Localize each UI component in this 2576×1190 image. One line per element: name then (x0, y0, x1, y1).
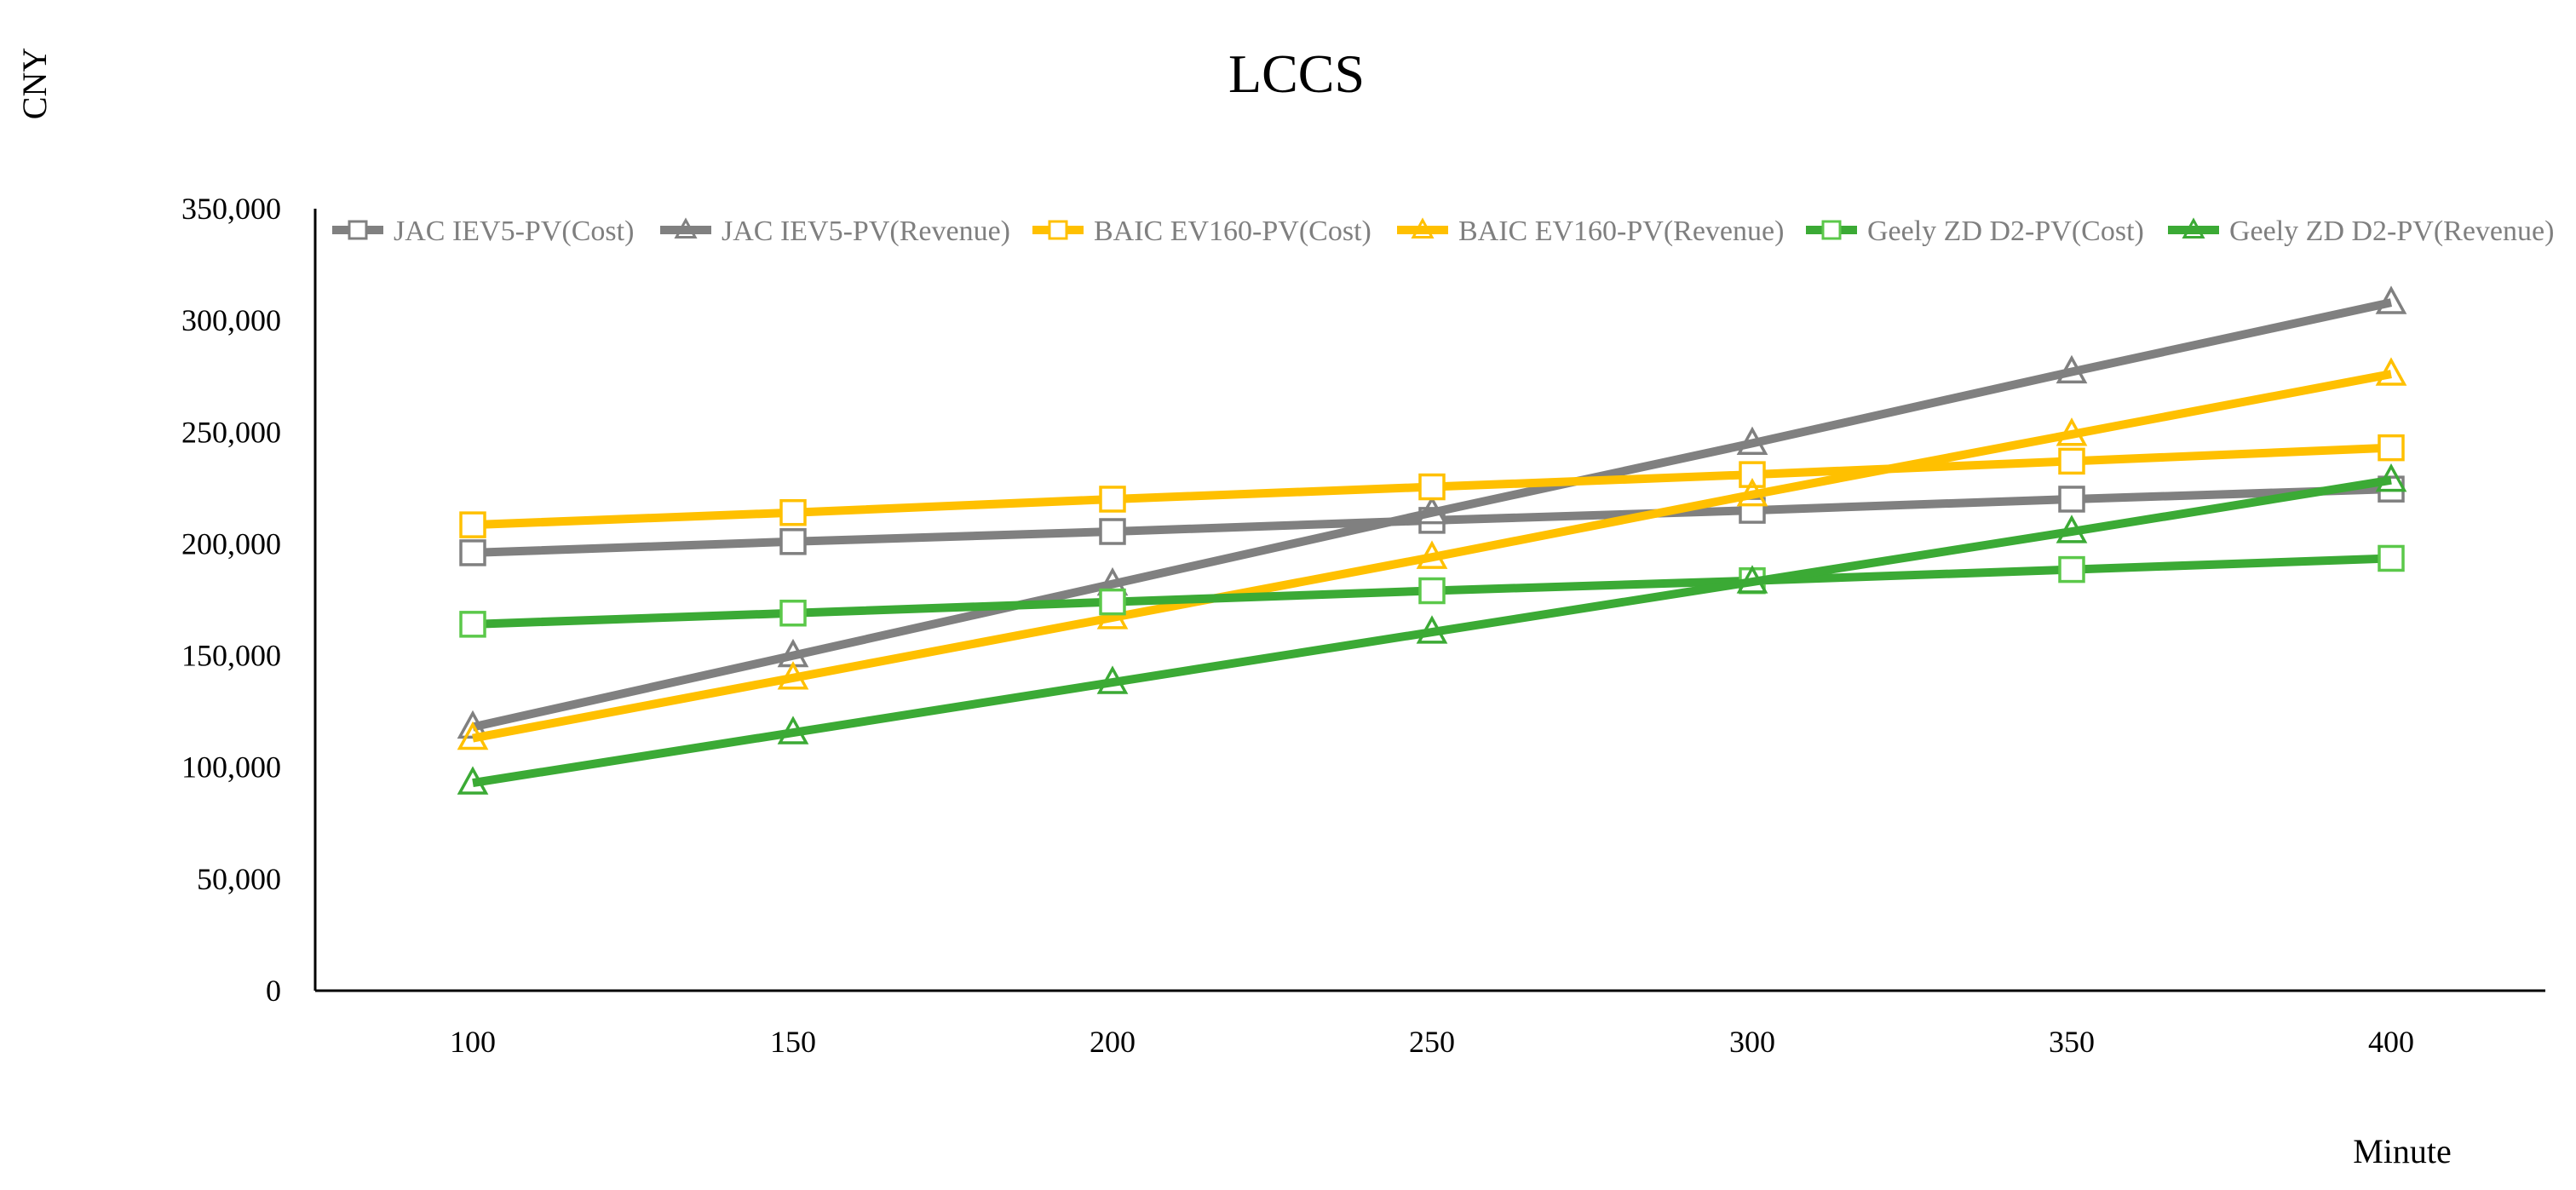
legend: JAC IEV5-PV(Cost) JAC IEV5-PV(Revenue) BAI… (332, 216, 2554, 247)
y-tick-label: 150,000 (181, 639, 281, 673)
y-tick-label: 50,000 (197, 862, 281, 896)
series-2 (457, 285, 2407, 739)
x-tick-label: 400 (2368, 1025, 2414, 1059)
y-tick-label: 300,000 (181, 303, 281, 337)
series-4 (457, 357, 2407, 750)
data-point (2058, 486, 2085, 513)
series-6 (457, 463, 2407, 795)
x-tick-label: 200 (1090, 1025, 1136, 1059)
data-point (2056, 515, 2088, 543)
data-point (1736, 426, 1768, 456)
data-point (1418, 577, 1446, 605)
series-layer (457, 285, 2407, 795)
x-tick-label: 100 (450, 1025, 496, 1059)
data-point (2056, 417, 2088, 446)
x-tick-label: 250 (1409, 1025, 1455, 1059)
y-tick-label: 100,000 (181, 750, 281, 785)
data-point (777, 661, 809, 690)
data-point (457, 721, 489, 750)
data-point (457, 766, 489, 795)
data-point (1099, 588, 1126, 616)
y-tick-label: 250,000 (181, 415, 281, 449)
data-point (2378, 434, 2405, 462)
y-tick-label: 350,000 (181, 192, 281, 226)
series-1 (459, 475, 2405, 566)
data-point (779, 498, 807, 526)
legend-label: BAIC EV160-PV(Cost) (1094, 216, 1371, 247)
y-axis-label: CNY (15, 48, 54, 119)
x-tick-label: 150 (770, 1025, 816, 1059)
legend-marker (1048, 220, 1068, 240)
legend-marker (2182, 217, 2205, 239)
data-point (2058, 447, 2085, 475)
data-point (1418, 473, 1446, 501)
data-point (777, 716, 809, 744)
data-point (1739, 497, 1766, 524)
legend-item: BAIC EV160-PV(Revenue) (1397, 216, 1784, 247)
data-point (459, 511, 486, 538)
legend-marker (1821, 220, 1842, 240)
series-line (471, 298, 2393, 732)
data-point (1096, 665, 1129, 694)
y-tick-label: 0 (266, 974, 281, 1008)
data-point (459, 611, 486, 638)
x-tick-label: 350 (2049, 1025, 2095, 1059)
series-line (472, 370, 2392, 743)
series-3 (459, 434, 2405, 538)
legend-label: Geely ZD D2-PV(Cost) (1867, 216, 2144, 247)
legend-marker (674, 217, 698, 239)
data-point (2058, 555, 2085, 584)
data-point (1739, 461, 1766, 488)
legend-label: BAIC EV160-PV(Revenue) (1458, 216, 1784, 247)
series-5 (459, 544, 2405, 638)
legend-label: JAC IEV5-PV(Revenue) (722, 216, 1010, 247)
data-point (1736, 477, 1768, 507)
chart-title: LCCS (1228, 43, 1365, 104)
data-point (1099, 486, 1126, 513)
legend-item: BAIC EV160-PV(Cost) (1032, 216, 1371, 247)
x-tick-label: 300 (1729, 1025, 1775, 1059)
data-point (1736, 565, 1768, 594)
data-point (459, 539, 486, 566)
series-line (472, 475, 2392, 788)
data-point (1416, 615, 1448, 644)
legend-label: JAC IEV5-PV(Cost) (394, 216, 634, 247)
data-point (1099, 518, 1126, 545)
data-point (2375, 285, 2407, 314)
data-point (1096, 601, 1129, 629)
legend-item: Geely ZD D2-PV(Cost) (1806, 216, 2144, 247)
y-axis-ticks: 0 50,000 100,000 150,000 200,000 250,000 300,0… (181, 192, 281, 1008)
y-tick-label: 200,000 (181, 526, 281, 561)
data-point (2378, 544, 2405, 572)
data-point (1416, 495, 1448, 525)
legend-item: JAC IEV5-PV(Revenue) (660, 216, 1010, 247)
legend-label: Geely ZD D2-PV(Revenue) (2229, 216, 2554, 247)
legend-marker (348, 220, 368, 240)
x-axis-label: Minute (2353, 1132, 2452, 1170)
data-point (2056, 354, 2088, 384)
legend-item: Geely ZD D2-PV(Revenue) (2168, 216, 2554, 247)
data-point (2375, 463, 2407, 492)
data-point (779, 599, 807, 627)
data-point (2375, 357, 2407, 386)
data-point (1416, 540, 1448, 569)
legend-item: JAC IEV5-PV(Cost) (332, 216, 634, 247)
data-point (779, 528, 807, 555)
x-axis-ticks: 100 150 200 250 300 350 400 (450, 1025, 2414, 1059)
legend-marker (1411, 217, 1435, 239)
